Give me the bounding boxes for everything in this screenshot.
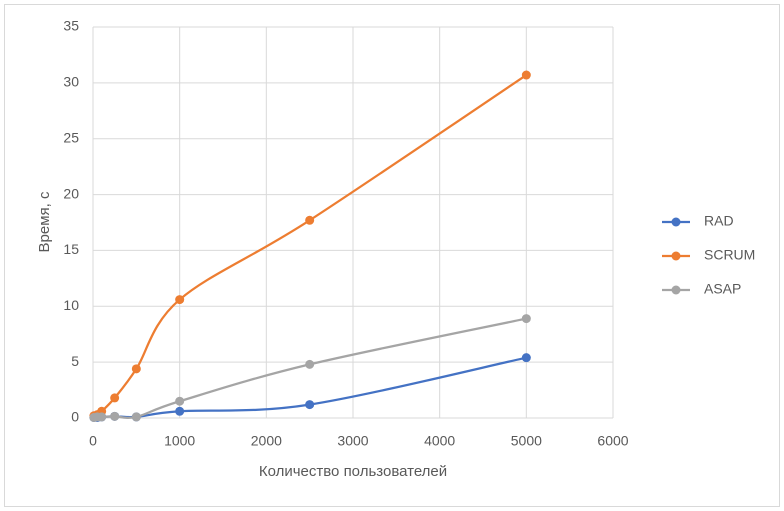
- x-axis-title: Количество пользователей: [259, 463, 447, 480]
- x-tick-label: 1000: [164, 433, 195, 449]
- y-axis-title: Время, с: [36, 191, 53, 252]
- data-point: [521, 70, 531, 80]
- y-tick-label: 35: [63, 18, 79, 34]
- data-point: [131, 412, 141, 422]
- legend-label: ASAP: [704, 281, 741, 297]
- y-tick-label: 10: [63, 297, 79, 313]
- data-point: [521, 314, 531, 324]
- legend-label: SCRUM: [704, 247, 755, 263]
- data-point: [305, 359, 315, 369]
- data-point: [110, 393, 120, 403]
- data-point: [521, 353, 531, 363]
- x-tick-label: 4000: [424, 433, 455, 449]
- data-point: [175, 396, 185, 406]
- data-point: [305, 400, 315, 410]
- x-tick-label: 2000: [251, 433, 282, 449]
- data-point: [97, 412, 107, 422]
- x-tick-label: 5000: [511, 433, 542, 449]
- chart-border: [4, 4, 780, 507]
- data-point: [175, 406, 185, 416]
- x-tick-label: 6000: [597, 433, 628, 449]
- legend-marker: [671, 285, 681, 295]
- legend-label: RAD: [704, 213, 734, 229]
- y-tick-label: 0: [71, 409, 79, 425]
- y-tick-label: 5: [71, 353, 79, 369]
- legend-marker: [671, 251, 681, 261]
- y-tick-label: 20: [63, 185, 79, 201]
- y-tick-label: 15: [63, 241, 79, 257]
- data-point: [110, 411, 120, 421]
- data-point: [131, 364, 141, 374]
- data-point: [305, 215, 315, 225]
- legend-marker: [671, 217, 681, 227]
- data-point: [175, 295, 185, 305]
- x-tick-label: 0: [89, 433, 97, 449]
- y-tick-label: 25: [63, 129, 79, 145]
- x-tick-label: 3000: [337, 433, 368, 449]
- y-tick-label: 30: [63, 74, 79, 90]
